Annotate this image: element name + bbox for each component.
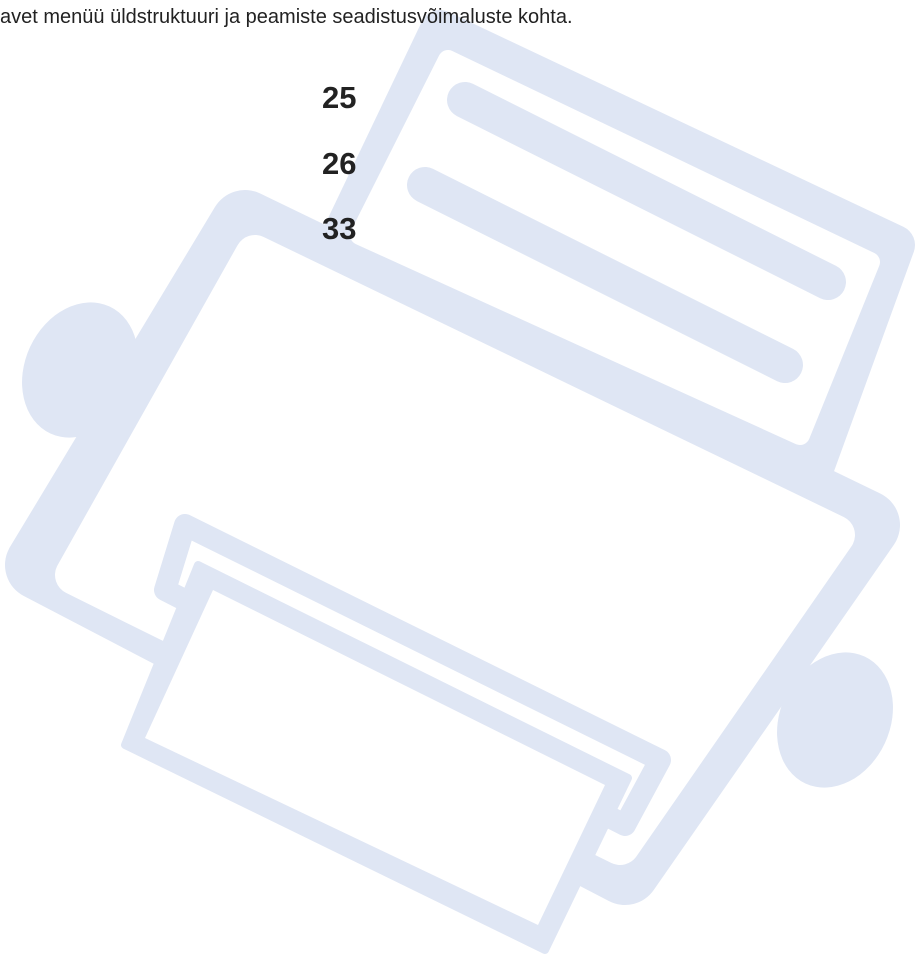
- page: avet menüü üldstruktuuri ja peamiste sea…: [0, 0, 922, 964]
- page-ref: 25: [322, 80, 356, 116]
- page-ref: 33: [322, 211, 356, 247]
- printer-illustration: [0, 0, 922, 964]
- page-ref: 26: [322, 146, 356, 182]
- body-text: avet menüü üldstruktuuri ja peamiste sea…: [0, 6, 573, 29]
